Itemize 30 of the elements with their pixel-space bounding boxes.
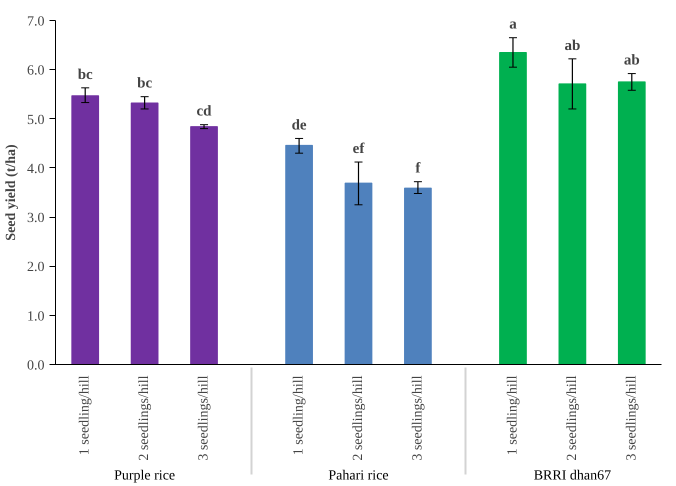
x-tick-label: 2 seedlings/hill: [137, 375, 152, 461]
y-tick-label: 3.0: [27, 211, 44, 226]
x-tick-label: 2 seedlings/hill: [351, 375, 366, 461]
y-tick-label: 1.0: [27, 309, 44, 324]
data-label: bc: [78, 66, 94, 83]
y-tick-label: 0.0: [27, 358, 44, 374]
data-label: ef: [352, 141, 366, 158]
y-tick-label: 4.0: [27, 162, 44, 177]
x-tick-label: 3 seedlings/hill: [196, 375, 212, 461]
x-tick-label: 1 seedling/hill: [505, 375, 520, 456]
data-label: ab: [624, 52, 640, 69]
y-axis-title: Seed yield (t/ha): [4, 144, 19, 241]
data-label: a: [509, 16, 518, 33]
text: Pahari rice: [328, 468, 389, 484]
data-label: bc: [137, 76, 152, 92]
data-label: de: [292, 117, 307, 134]
x-tick-label: 3 seedlings/hill: [410, 375, 426, 461]
y-tick-label: 5.0: [27, 112, 44, 128]
x-tick-label: 1 seedling/hill: [78, 375, 93, 456]
x-tick-label: 2 seedlings/hill: [564, 375, 580, 461]
y-tick-label: 2.0: [27, 260, 44, 276]
x-tick-label: 1 seedling/hill: [292, 375, 307, 456]
data-label: cd: [196, 104, 212, 120]
data-label: ab: [564, 38, 580, 54]
data-label: f: [415, 160, 422, 177]
text: Purple rice: [114, 468, 176, 484]
y-tick-label: 7.0: [27, 14, 44, 30]
x-tick-label: 3 seedlings/hill: [624, 375, 640, 461]
text: BRRI dhan67: [534, 468, 612, 484]
y-tick-label: 6.0: [27, 64, 44, 79]
